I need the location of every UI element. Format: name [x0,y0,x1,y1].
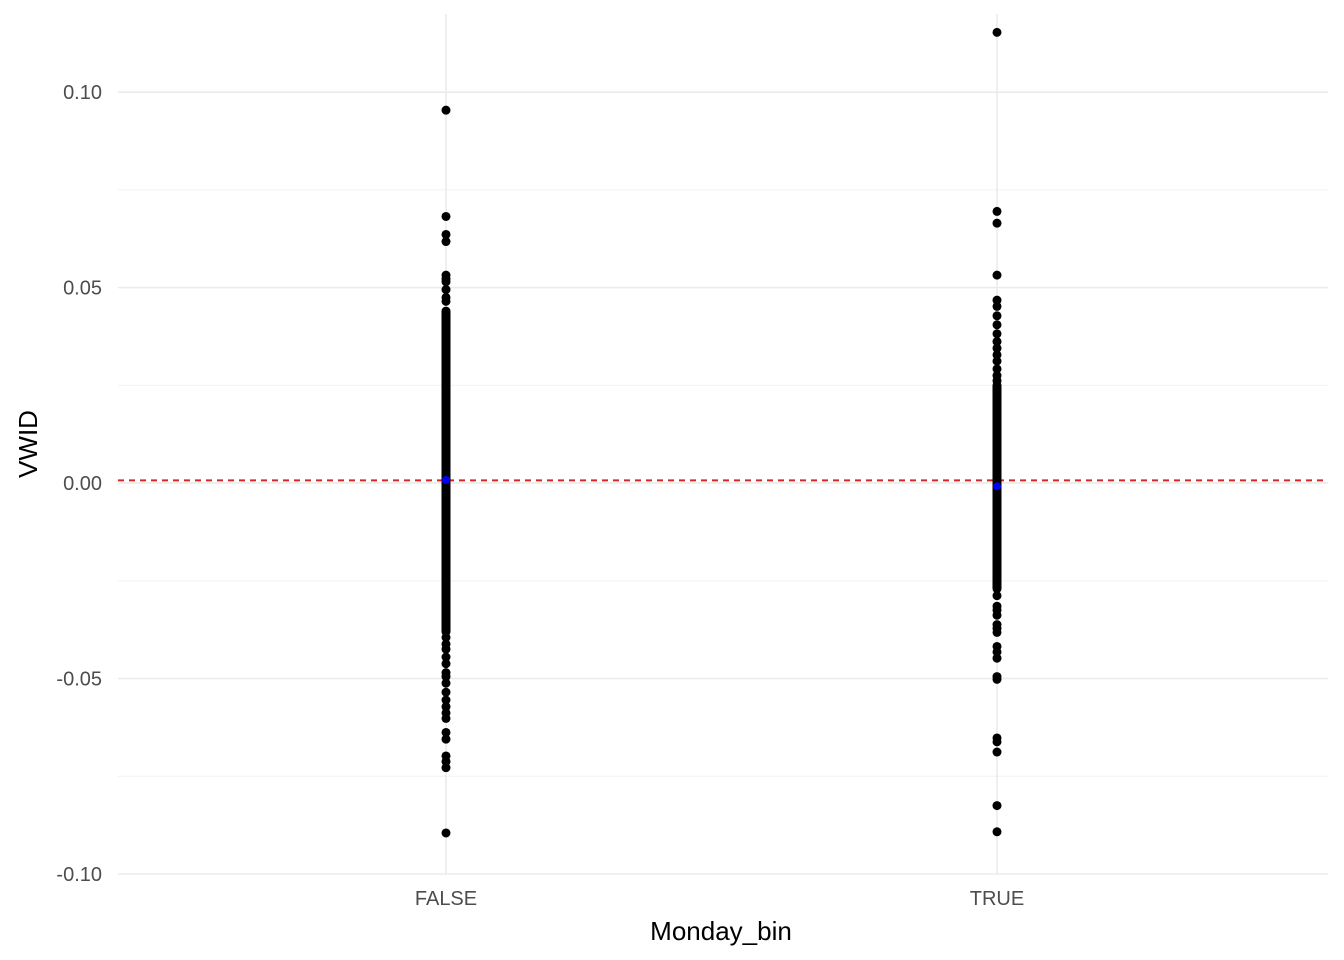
grid [118,14,1328,875]
data-point [441,828,451,838]
y-tick-label: 0.00 [63,473,102,495]
data-point [441,734,451,744]
data-point [441,285,451,295]
y-axis-title: VWID [13,410,43,478]
data-point [992,647,1002,657]
data-point [992,591,1002,601]
y-tick-label: -0.05 [56,669,102,691]
data-point [992,747,1002,757]
data-point [992,337,1002,347]
data-point [992,801,1002,811]
data-point [992,350,1002,360]
point-cluster [441,306,451,637]
data-point [441,105,451,115]
data-point [441,756,451,766]
data-point [992,206,1002,216]
y-tick-label: 0.10 [63,82,102,104]
x-axis-title: Monday_bin [650,916,792,946]
x-tick-label: FALSE [415,888,477,910]
data-point [992,827,1002,837]
data-point [441,687,451,697]
y-tick-label: -0.10 [56,864,102,886]
data-point [441,659,451,669]
data-point [441,713,451,723]
data-point [992,295,1002,305]
data-point [441,652,451,662]
data-point [992,343,1002,353]
data-point [992,301,1002,311]
data-point [992,674,1002,684]
data-point [441,211,451,221]
mean-point [442,475,450,484]
mean-point [993,482,1001,491]
data-point [441,702,451,712]
data-point [441,672,451,682]
data-point [441,296,451,306]
data-point [992,270,1002,280]
data-point [992,376,1002,386]
data-point [992,218,1002,228]
x-tick-label: TRUE [970,888,1024,910]
data-point [992,627,1002,637]
data-point [992,653,1002,663]
data-point [441,277,451,287]
data-point [992,737,1002,747]
points-layer [441,27,1002,838]
data-point [992,27,1002,37]
data-point [441,763,451,773]
data-point [992,356,1002,366]
data-point [992,610,1002,620]
data-point [992,311,1002,321]
data-point [441,727,451,737]
y-tick-label: 0.05 [63,278,102,300]
data-point [441,633,451,642]
data-point [441,644,451,654]
data-point [441,678,451,688]
tick-labels: -0.10 -0.05 0.00 0.05 0.10 FALSE TRUE [56,82,1024,910]
data-point [441,695,451,705]
data-point [441,237,451,247]
data-point [992,329,1002,339]
data-point [992,364,1002,374]
data-point [992,320,1002,330]
data-point [441,229,451,239]
